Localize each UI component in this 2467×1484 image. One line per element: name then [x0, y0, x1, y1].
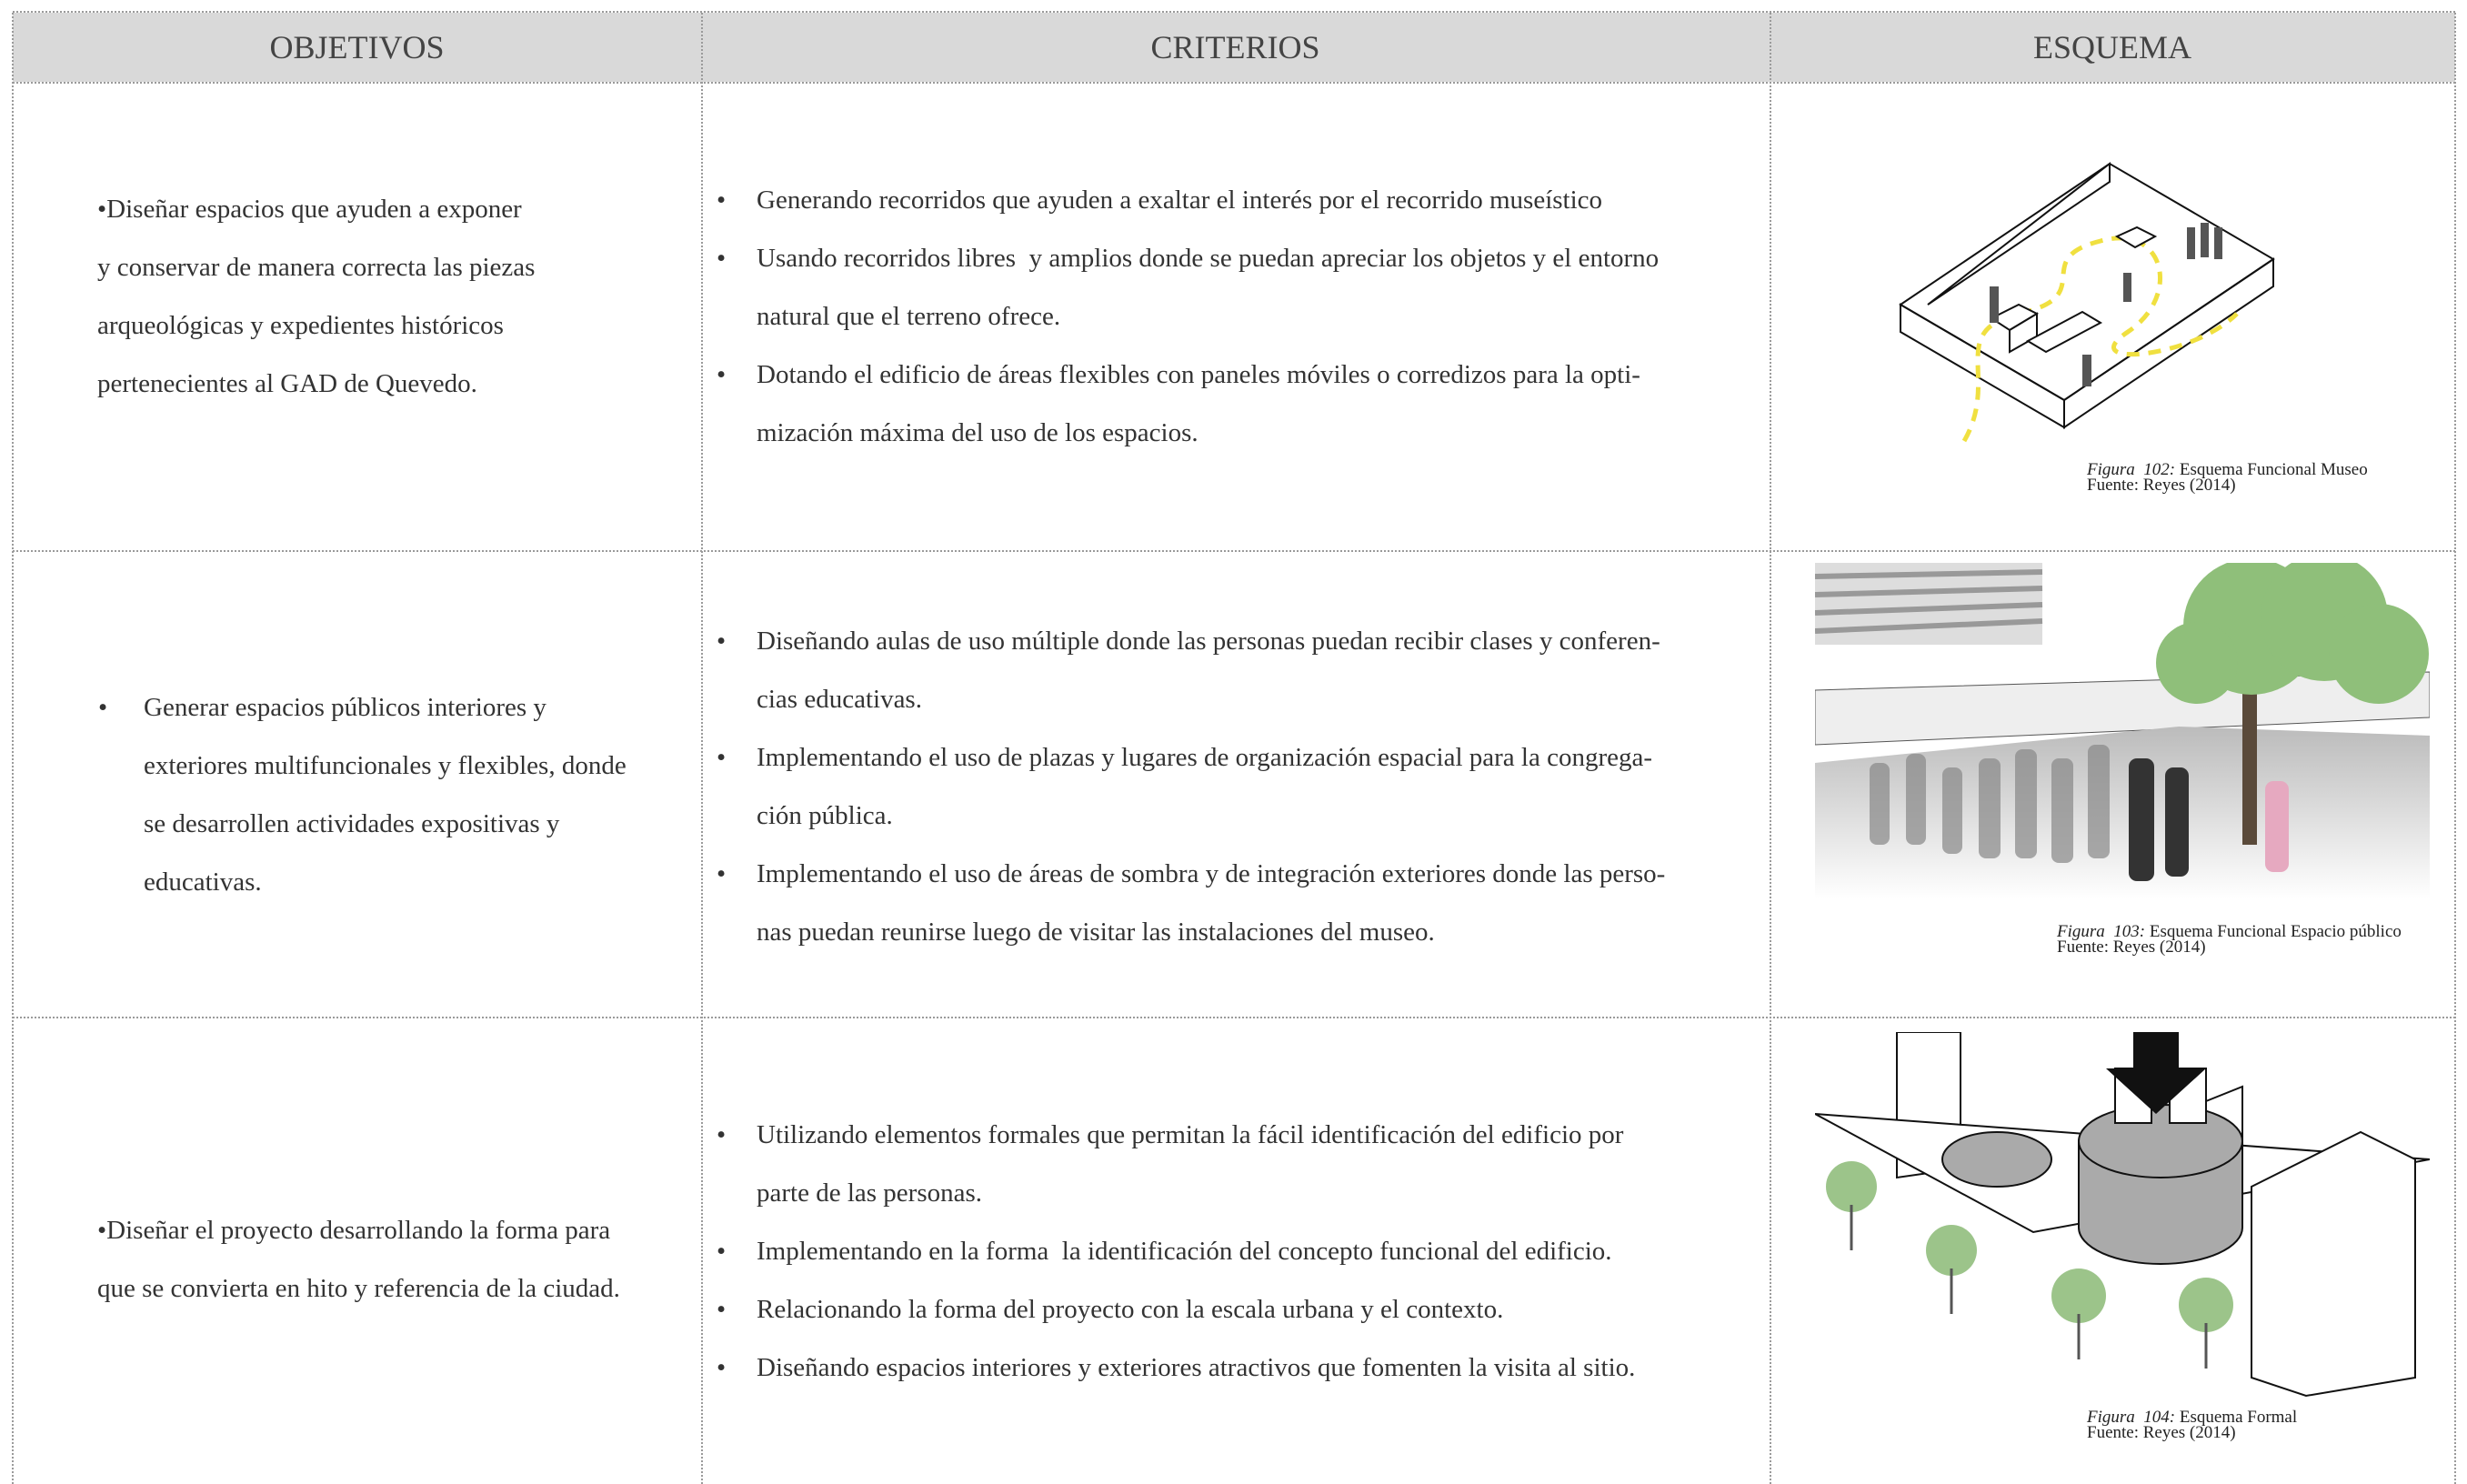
figure-caption: Figura 103: Esquema Funcional Espacio pú…	[2057, 922, 2402, 957]
bullet: •	[717, 859, 727, 888]
objetivo-line: exteriores multifuncionales y flexibles,…	[144, 751, 627, 780]
criterio-line: Relacionando la forma del proyecto con l…	[757, 1295, 1504, 1324]
objetivo-line: •Diseñar el proyecto desarrollando la fo…	[97, 1216, 611, 1245]
figure-caption: Figura 104: Esquema Formal Fuente: Reyes …	[2087, 1408, 2298, 1442]
objetivo-line: que se convierta en hito y referencia de…	[97, 1274, 620, 1303]
bullet: •	[98, 693, 108, 722]
criterios: • Generando recorridos que ayuden a exalt…	[717, 171, 1660, 462]
criterios: • Utilizando elementos formales que permi…	[717, 1106, 1636, 1397]
objetivo-line: educativas.	[144, 867, 262, 897]
criterio-line: parte de las personas.	[757, 1178, 983, 1208]
figure-title: Esquema Funcional Museo	[2179, 460, 2368, 479]
criterio-line: mización máxima del uso de los espacios.	[757, 418, 1198, 447]
plaza-sketch	[1815, 563, 2430, 899]
bullet: •	[717, 244, 727, 273]
bullet: •	[717, 1237, 727, 1266]
criterio-line: natural que el terreno ofrece.	[757, 302, 1061, 331]
form-sketch	[1815, 1032, 2430, 1398]
criterio-line: Utilizando elementos formales que permit…	[757, 1120, 1624, 1149]
border	[13, 1017, 2455, 1018]
objetivo-line: pertenecientes al GAD de Quevedo.	[97, 369, 477, 398]
objetivo-line: Generar espacios públicos interiores y	[144, 693, 547, 722]
figure-label: Figura 102:	[2087, 460, 2176, 479]
criterio-line: Usando recorridos libres y amplios donde…	[757, 244, 1660, 273]
border	[2454, 13, 2456, 1484]
objetivo: • Generar espacios públicos interiores y e…	[98, 678, 627, 911]
header-cell: CRITERIOS	[701, 13, 1770, 82]
criterio-line: Implementando el uso de plazas y lugares…	[757, 743, 1653, 772]
border	[13, 550, 2455, 552]
criterio-line: Generando recorridos que ayuden a exalta…	[757, 186, 1603, 215]
border	[1770, 13, 1771, 1484]
criterio-line: nas puedan reunirse luego de visitar las…	[757, 917, 1435, 947]
criterio-line: ción pública.	[757, 801, 893, 830]
criterio-line: Diseñando aulas de uso múltiple donde la…	[757, 627, 1660, 656]
border	[701, 13, 703, 1484]
border	[13, 11, 2455, 13]
objetivo-line: se desarrollen actividades expositivas y	[144, 809, 560, 838]
bullet: •	[717, 360, 727, 389]
criterios: • Diseñando aulas de uso múltiple donde l…	[717, 612, 1666, 961]
criterio-line: Dotando el edificio de áreas flexibles c…	[757, 360, 1640, 389]
objetivo-line: y conservar de manera correcta las pieza…	[97, 253, 536, 282]
figure-label: Figura 103:	[2057, 922, 2146, 941]
bullet: •	[717, 1353, 727, 1382]
border	[13, 82, 2455, 84]
figure-title: Esquema Formal	[2179, 1408, 2298, 1427]
objetivo-line: •Diseñar espacios que ayuden a exponer	[97, 195, 522, 224]
bullet: •	[717, 627, 727, 656]
border	[12, 13, 14, 1484]
figure-label: Figura 104:	[2087, 1408, 2176, 1427]
criterio-line: cias educativas.	[757, 685, 922, 714]
bullet: •	[717, 1295, 727, 1324]
objetivo: •Diseñar espacios que ayuden a exponer y …	[97, 180, 535, 413]
bullet: •	[717, 743, 727, 772]
header-cell: ESQUEMA	[1770, 13, 2455, 82]
figure-source: Fuente: Reyes (2014)	[2087, 476, 2236, 495]
figure-source: Fuente: Reyes (2014)	[2087, 1423, 2236, 1442]
figure-title: Esquema Funcional Espacio público	[2149, 922, 2402, 941]
museum-sketch	[1899, 161, 2275, 443]
caption-line: Figura 103: Esquema Funcional Espacio pú…	[2057, 922, 2402, 941]
objetivo: •Diseñar el proyecto desarrollando la fo…	[97, 1201, 620, 1318]
header-cell: OBJETIVOS	[13, 13, 701, 82]
criterio-line: Implementando el uso de áreas de sombra …	[757, 859, 1666, 888]
objetivo-line: arqueológicas y expedientes históricos	[97, 311, 504, 340]
figure-caption: Figura 102: Esquema Funcional Museo Fuent…	[2087, 460, 2368, 495]
bullet: •	[717, 1120, 727, 1149]
criterio-line: Diseñando espacios interiores y exterior…	[757, 1353, 1636, 1382]
caption-line: Figura 104: Esquema Formal	[2087, 1408, 2298, 1427]
bullet: •	[717, 186, 727, 215]
figure-source: Fuente: Reyes (2014)	[2057, 938, 2206, 957]
criterio-line: Implementando en la forma la identificac…	[757, 1237, 1612, 1266]
caption-line: Figura 102: Esquema Funcional Museo	[2087, 460, 2368, 479]
